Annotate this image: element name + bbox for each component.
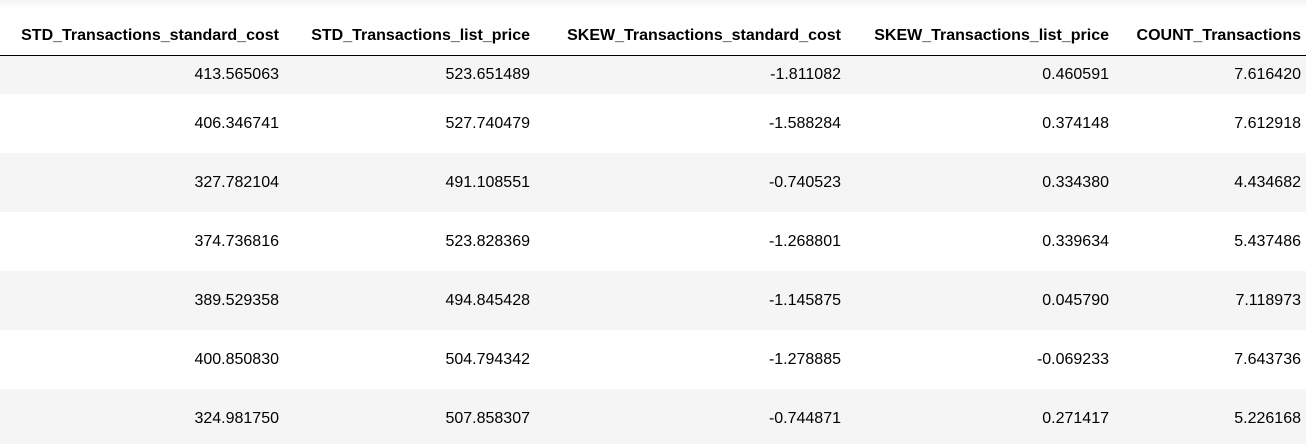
table-cell: -1.588284: [535, 94, 846, 153]
table-cell: 0.045790: [846, 271, 1114, 330]
table-cell: 4.434682: [1114, 153, 1306, 212]
header-row: STD_Transactions_standard_cost STD_Trans…: [0, 17, 1306, 56]
column-header: STD_Transactions_standard_cost: [0, 17, 284, 56]
table-cell: 327.782104: [0, 153, 284, 212]
table-cell: 0.374148: [846, 94, 1114, 153]
table-cell: 0.271417: [846, 389, 1114, 444]
table-cell: 374.736816: [0, 212, 284, 271]
column-header: SKEW_Transactions_list_price: [846, 17, 1114, 56]
right-edge: [1306, 0, 1312, 444]
table-row: 374.736816 523.828369 -1.268801 0.339634…: [0, 212, 1306, 271]
table-cell: 7.616420: [1114, 55, 1306, 94]
table-cell: 7.643736: [1114, 330, 1306, 389]
table-header: STD_Transactions_standard_cost STD_Trans…: [0, 17, 1306, 56]
table-cell: 5.226168: [1114, 389, 1306, 444]
column-header: STD_Transactions_list_price: [284, 17, 535, 56]
table-cell: 389.529358: [0, 271, 284, 330]
table-row: 400.850830 504.794342 -1.278885 -0.06923…: [0, 330, 1306, 389]
table-cell: 406.346741: [0, 94, 284, 153]
table-cell: 7.118973: [1114, 271, 1306, 330]
table-cell: 400.850830: [0, 330, 284, 389]
table-cell: -1.145875: [535, 271, 846, 330]
output-top-edge: [0, 0, 1312, 8]
table-row: 413.565063 523.651489 -1.811082 0.460591…: [0, 55, 1306, 94]
table-cell: 527.740479: [284, 94, 535, 153]
table-cell: 413.565063: [0, 55, 284, 94]
table-cell: 7.612918: [1114, 94, 1306, 153]
table-cell: 0.339634: [846, 212, 1114, 271]
column-header: COUNT_Transactions: [1114, 17, 1306, 56]
column-header: SKEW_Transactions_standard_cost: [535, 17, 846, 56]
table-row: 324.981750 507.858307 -0.744871 0.271417…: [0, 389, 1306, 444]
table-cell: 523.828369: [284, 212, 535, 271]
table-cell: -0.069233: [846, 330, 1114, 389]
table-cell: 523.651489: [284, 55, 535, 94]
table-cell: 324.981750: [0, 389, 284, 444]
table-row: 327.782104 491.108551 -0.740523 0.334380…: [0, 153, 1306, 212]
table-cell: 0.460591: [846, 55, 1114, 94]
table-cell: 494.845428: [284, 271, 535, 330]
table-cell: -1.268801: [535, 212, 846, 271]
table-cell: -0.744871: [535, 389, 846, 444]
table-cell: 491.108551: [284, 153, 535, 212]
table-row: 389.529358 494.845428 -1.145875 0.045790…: [0, 271, 1306, 330]
table-row: 406.346741 527.740479 -1.588284 0.374148…: [0, 94, 1306, 153]
table-body: 413.565063 523.651489 -1.811082 0.460591…: [0, 55, 1306, 444]
dataframe-table: STD_Transactions_standard_cost STD_Trans…: [0, 17, 1306, 444]
table-cell: 507.858307: [284, 389, 535, 444]
table-cell: 0.334380: [846, 153, 1114, 212]
table-cell: 504.794342: [284, 330, 535, 389]
table-cell: -1.278885: [535, 330, 846, 389]
table-cell: 5.437486: [1114, 212, 1306, 271]
table-cell: -1.811082: [535, 55, 846, 94]
table-cell: -0.740523: [535, 153, 846, 212]
